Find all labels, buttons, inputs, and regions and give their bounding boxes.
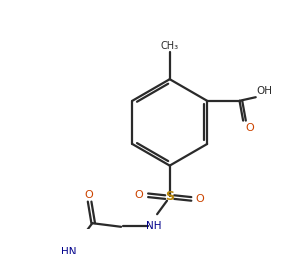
Text: O: O — [84, 190, 93, 200]
Text: NH: NH — [146, 221, 161, 231]
Text: HN: HN — [61, 247, 76, 254]
Text: O: O — [196, 194, 204, 204]
Text: CH₃: CH₃ — [161, 41, 179, 51]
Text: S: S — [165, 190, 174, 203]
Text: OH: OH — [257, 86, 273, 96]
Text: O: O — [135, 190, 144, 200]
Text: O: O — [246, 123, 255, 133]
